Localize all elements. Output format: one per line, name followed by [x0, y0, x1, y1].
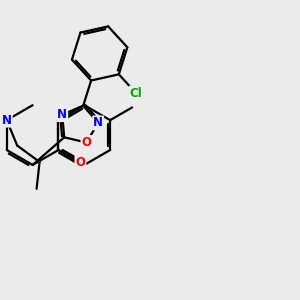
Text: N: N — [2, 114, 12, 127]
Text: O: O — [75, 156, 85, 169]
Text: Cl: Cl — [130, 86, 142, 100]
Text: N: N — [93, 116, 103, 129]
Text: O: O — [82, 136, 92, 149]
Text: N: N — [57, 108, 67, 121]
